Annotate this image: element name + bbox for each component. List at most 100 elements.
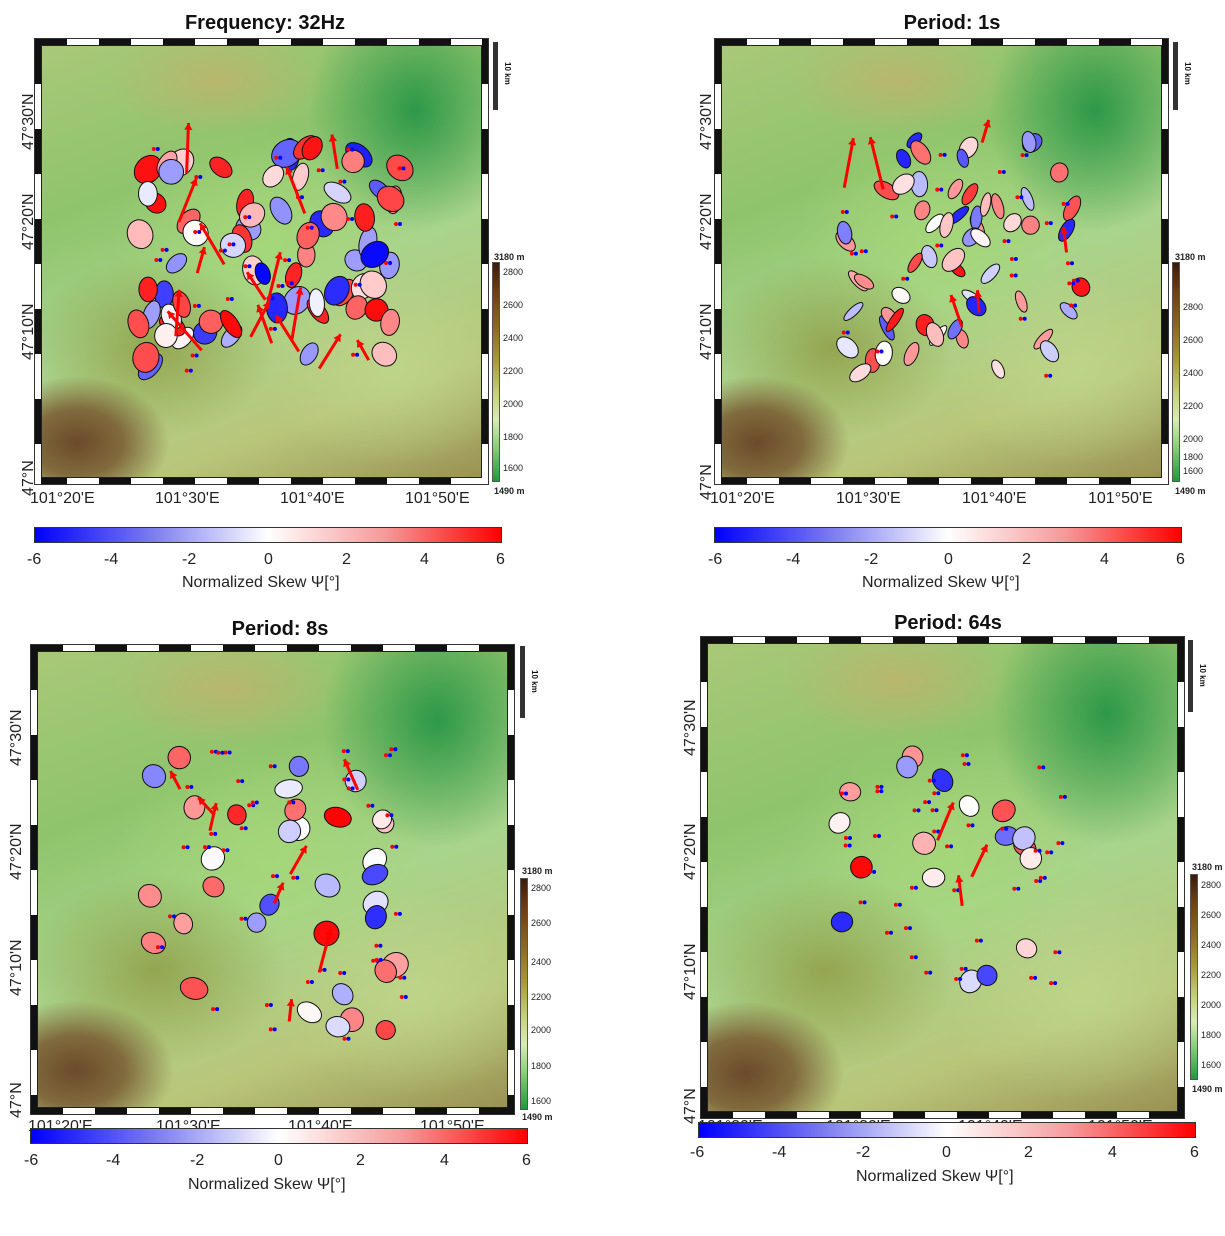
induction-arrow-head (299, 845, 307, 854)
skew-tick: -2 (856, 1144, 871, 1161)
station-dot (1015, 195, 1020, 200)
induction-arrow-head (867, 137, 876, 145)
map-tick-border (35, 39, 488, 45)
panel-2: Period: 1s 47°30'N 47°20'N 47°10'N 47°N … (612, 0, 1225, 618)
skew-tick: 6 (1190, 1144, 1199, 1161)
station-dot (268, 326, 273, 331)
station-dot (849, 251, 854, 256)
phase-tensor-ellipse (323, 181, 352, 204)
phase-tensor-ellipse (376, 185, 405, 213)
topographic-map (41, 45, 482, 478)
station-dot (840, 210, 845, 214)
phase-tensor-ellipse (380, 308, 400, 336)
phase-tensor-ellipse (308, 288, 325, 318)
panel-title: Frequency: 32Hz (184, 12, 346, 34)
phase-tensor-ellipse (325, 1016, 351, 1038)
station-dot (384, 753, 388, 758)
station-dot (1024, 153, 1029, 158)
station-dot (958, 977, 963, 981)
station-dot (215, 1007, 220, 1012)
phase-tensor-ellipse (1003, 213, 1022, 233)
elevation-tick: 2400 (503, 333, 524, 343)
elevation-tick: 1800 (1201, 1030, 1222, 1040)
lon-label: 101°40'E (962, 490, 1027, 507)
induction-arrow (842, 137, 855, 188)
station-dot (268, 1003, 273, 1007)
scale-bar (493, 42, 498, 110)
station-dot (875, 784, 880, 789)
station-dot (309, 225, 314, 230)
station-dot (841, 330, 846, 335)
station-dot (168, 914, 172, 919)
phase-tensor-ellipse (183, 795, 206, 820)
induction-arrow (868, 136, 885, 190)
station-dot (346, 1036, 351, 1041)
lon-label: 101°30'E (155, 490, 220, 507)
phase-tensor-ellipse (331, 983, 354, 1006)
station-dot (1067, 281, 1072, 286)
phase-tensor-ellipse (344, 769, 367, 793)
station-dot (889, 930, 893, 935)
lat-label: 47°20'N (682, 823, 699, 880)
station-dot (398, 222, 402, 226)
skew-colorbar-label: Normalized Skew Ψ[°] (188, 1176, 346, 1193)
phase-tensor-ellipse (925, 322, 945, 347)
phase-tensor-ellipse (850, 855, 873, 879)
station-dot (154, 258, 159, 262)
phase-tensor-ellipse (885, 307, 904, 332)
induction-arrow-head (333, 334, 341, 343)
station-dot (350, 217, 355, 221)
station-dot (209, 749, 214, 754)
phase-tensor-ellipse (956, 148, 969, 168)
station-dot (909, 955, 914, 960)
station-dot (213, 831, 218, 836)
station-dot (1053, 950, 1058, 955)
phase-tensor-ellipse (849, 363, 872, 383)
station-dot (388, 261, 393, 265)
elevation-tick: 1800 (503, 432, 524, 442)
station-dot (952, 888, 957, 893)
skew-ellipse-layer (137, 745, 409, 1041)
phase-tensor-ellipse (976, 964, 998, 986)
induction-arrow-head (295, 287, 304, 295)
station-dot (287, 800, 292, 805)
station-dot (397, 911, 402, 916)
station-dot (1056, 841, 1061, 846)
station-dot (285, 281, 290, 286)
elevation-tick: 2000 (503, 399, 524, 409)
induction-arrow-head (190, 178, 198, 187)
induction-arrow-head (848, 138, 857, 146)
station-dot (1000, 826, 1005, 831)
skew-tick: 4 (440, 1152, 449, 1169)
station-dot (1049, 850, 1054, 855)
station-dot (909, 885, 914, 890)
skew-tick: -6 (27, 551, 42, 568)
phase-tensor-ellipse (1021, 131, 1037, 153)
station-dot (209, 831, 214, 836)
station-dot (935, 243, 940, 248)
skew-colorbar (698, 1122, 1196, 1138)
induction-arrow-head (980, 844, 988, 853)
phase-tensor-ellipse (323, 806, 352, 828)
station-dot (908, 926, 912, 931)
station-dot (196, 303, 201, 308)
station-dot (231, 242, 236, 247)
elevation-min-label: 1490 m (494, 486, 525, 496)
induction-arrow-head (174, 289, 183, 297)
station-dot (916, 808, 921, 813)
station-dot (223, 750, 228, 755)
station-dot (1016, 886, 1021, 891)
lat-label: 47°20'N (698, 193, 715, 250)
lon-label: 101°20'E (30, 490, 95, 507)
station-dot (243, 916, 248, 921)
topographic-map (707, 643, 1178, 1112)
phase-tensor-ellipse (853, 273, 875, 290)
phase-tensor-ellipse (361, 863, 389, 886)
induction-arrow-head (286, 999, 295, 1007)
station-dot (1001, 170, 1006, 174)
station-dot (295, 875, 300, 880)
station-dot (164, 247, 169, 252)
map-tick-border (508, 645, 514, 1114)
induction-arrow-head (949, 295, 958, 303)
station-dot (394, 222, 398, 226)
